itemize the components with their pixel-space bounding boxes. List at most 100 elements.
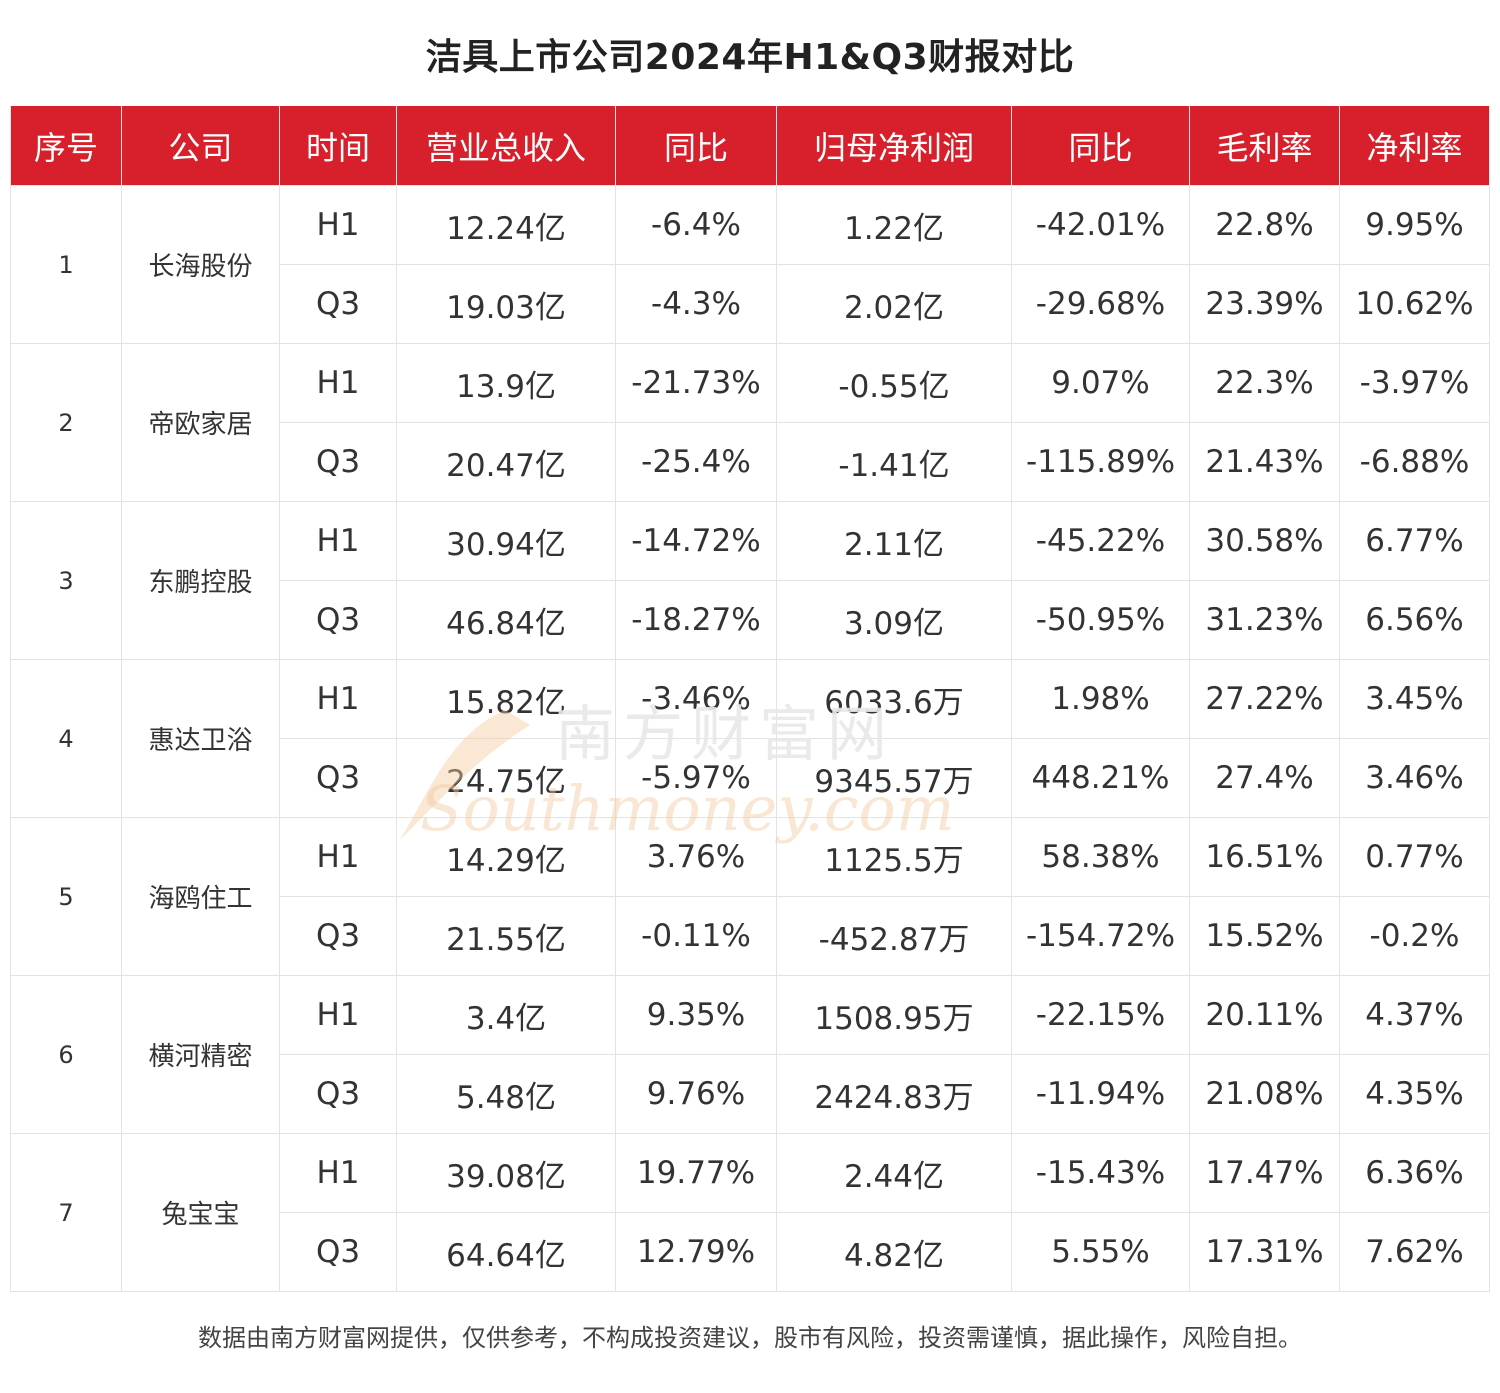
cell-revenue-yoy: -21.73% — [615, 343, 777, 423]
cell-company: 东鹏控股 — [121, 501, 280, 660]
header-gross-margin: 毛利率 — [1189, 106, 1340, 186]
cell-net-margin: 4.37% — [1339, 975, 1490, 1055]
cell-net-margin: 3.45% — [1339, 659, 1490, 739]
cell-profit-yoy: 58.38% — [1011, 817, 1190, 897]
cell-net-profit: 6033.6万 — [776, 659, 1012, 739]
cell-net-profit: 4.82亿 — [776, 1212, 1012, 1292]
table-row: 2 帝欧家居 H1 13.9亿 -21.73% -0.55亿 9.07% 22.3% -3.97… — [10, 343, 1490, 502]
cell-revenue: 14.29亿 — [396, 817, 616, 897]
table-row: 3 东鹏控股 H1 30.94亿 -14.72% 2.11亿 -45.22% 30.58% 6.… — [10, 501, 1490, 660]
header-seq: 序号 — [10, 106, 122, 186]
cell-net-profit: -1.41亿 — [776, 422, 1012, 502]
table-row: 5 海鸥住工 H1 14.29亿 3.76% 1125.5万 58.38% 16.51% 0.7… — [10, 817, 1490, 976]
table-row: 7 兔宝宝 H1 39.08亿 19.77% 2.44亿 -15.43% 17.47% 6.36… — [10, 1133, 1490, 1292]
cell-net-margin: 0.77% — [1339, 817, 1490, 897]
cell-profit-yoy: 5.55% — [1011, 1212, 1190, 1292]
cell-net-profit: 1125.5万 — [776, 817, 1012, 897]
cell-period: H1 — [279, 975, 397, 1055]
header-revenue-yoy: 同比 — [615, 106, 777, 186]
cell-period: Q3 — [279, 738, 397, 818]
cell-gross-margin: 22.8% — [1189, 185, 1340, 265]
cell-revenue-yoy: 3.76% — [615, 817, 777, 897]
cell-company: 长海股份 — [121, 185, 280, 344]
financial-comparison-table: 序号 公司 时间 营业总收入 同比 归母净利润 同比 毛利率 净利率 1 长海股份… — [10, 106, 1490, 1292]
cell-revenue-yoy: 9.35% — [615, 975, 777, 1055]
cell-gross-margin: 22.3% — [1189, 343, 1340, 423]
cell-period: Q3 — [279, 580, 397, 660]
header-company: 公司 — [121, 106, 280, 186]
cell-revenue: 19.03亿 — [396, 264, 616, 344]
cell-revenue: 12.24亿 — [396, 185, 616, 265]
cell-period: H1 — [279, 343, 397, 423]
cell-net-profit: -452.87万 — [776, 896, 1012, 976]
cell-revenue: 39.08亿 — [396, 1133, 616, 1213]
cell-period: H1 — [279, 185, 397, 265]
cell-net-margin: 4.35% — [1339, 1054, 1490, 1134]
cell-gross-margin: 17.47% — [1189, 1133, 1340, 1213]
cell-net-margin: 6.36% — [1339, 1133, 1490, 1213]
cell-gross-margin: 16.51% — [1189, 817, 1340, 897]
cell-revenue: 64.64亿 — [396, 1212, 616, 1292]
cell-gross-margin: 23.39% — [1189, 264, 1340, 344]
cell-net-profit: 9345.57万 — [776, 738, 1012, 818]
table-row: Q3 24.75亿 -5.97% 9345.57万 448.21% 27.4% 3.46% — [11, 738, 1490, 818]
cell-period: Q3 — [279, 1212, 397, 1292]
cell-profit-yoy: 448.21% — [1011, 738, 1190, 818]
cell-revenue: 21.55亿 — [396, 896, 616, 976]
cell-revenue-yoy: 19.77% — [615, 1133, 777, 1213]
cell-company: 帝欧家居 — [121, 343, 280, 502]
cell-company: 惠达卫浴 — [121, 659, 280, 818]
cell-net-margin: -6.88% — [1339, 422, 1490, 502]
table-row: Q3 46.84亿 -18.27% 3.09亿 -50.95% 31.23% 6.56% — [11, 580, 1490, 660]
cell-revenue-yoy: -14.72% — [615, 501, 777, 581]
table-header-row: 序号 公司 时间 营业总收入 同比 归母净利润 同比 毛利率 净利率 — [10, 106, 1490, 186]
cell-revenue-yoy: 9.76% — [615, 1054, 777, 1134]
cell-net-profit: 2424.83万 — [776, 1054, 1012, 1134]
cell-net-profit: -0.55亿 — [776, 343, 1012, 423]
page-title: 洁具上市公司2024年H1&Q3财报对比 — [425, 37, 1075, 78]
cell-net-profit: 2.11亿 — [776, 501, 1012, 581]
header-revenue: 营业总收入 — [396, 106, 616, 186]
cell-revenue: 13.9亿 — [396, 343, 616, 423]
table-row: Q3 64.64亿 12.79% 4.82亿 5.55% 17.31% 7.62% — [11, 1212, 1490, 1292]
cell-revenue-yoy: 12.79% — [615, 1212, 777, 1292]
table-row: Q3 21.55亿 -0.11% -452.87万 -154.72% 15.52% -0.2… — [11, 896, 1490, 976]
cell-period: H1 — [279, 659, 397, 739]
cell-profit-yoy: -22.15% — [1011, 975, 1190, 1055]
cell-period: Q3 — [279, 1054, 397, 1134]
cell-revenue-yoy: -25.4% — [615, 422, 777, 502]
cell-gross-margin: 21.43% — [1189, 422, 1340, 502]
cell-net-profit: 3.09亿 — [776, 580, 1012, 660]
cell-net-profit: 1508.95万 — [776, 975, 1012, 1055]
cell-revenue-yoy: -6.4% — [615, 185, 777, 265]
cell-revenue: 30.94亿 — [396, 501, 616, 581]
cell-profit-yoy: -115.89% — [1011, 422, 1190, 502]
cell-seq: 1 — [10, 185, 122, 344]
cell-gross-margin: 17.31% — [1189, 1212, 1340, 1292]
cell-revenue: 5.48亿 — [396, 1054, 616, 1134]
cell-net-margin: 3.46% — [1339, 738, 1490, 818]
cell-revenue: 24.75亿 — [396, 738, 616, 818]
cell-gross-margin: 31.23% — [1189, 580, 1340, 660]
cell-revenue: 3.4亿 — [396, 975, 616, 1055]
cell-period: H1 — [279, 1133, 397, 1213]
cell-gross-margin: 21.08% — [1189, 1054, 1340, 1134]
cell-profit-yoy: -154.72% — [1011, 896, 1190, 976]
cell-revenue-yoy: -18.27% — [615, 580, 777, 660]
cell-seq: 3 — [10, 501, 122, 660]
cell-profit-yoy: -29.68% — [1011, 264, 1190, 344]
table-body: 1 长海股份 H1 12.24亿 -6.4% 1.22亿 -42.01% 22.8% 9.95%… — [10, 185, 1490, 1292]
cell-period: H1 — [279, 501, 397, 581]
cell-net-margin: -0.2% — [1339, 896, 1490, 976]
cell-profit-yoy: -45.22% — [1011, 501, 1190, 581]
header-net-margin: 净利率 — [1339, 106, 1490, 186]
table-row: 4 惠达卫浴 H1 15.82亿 -3.46% 6033.6万 1.98% 27.22% 3.4… — [10, 659, 1490, 818]
cell-gross-margin: 15.52% — [1189, 896, 1340, 976]
cell-revenue-yoy: -4.3% — [615, 264, 777, 344]
table-row: 1 长海股份 H1 12.24亿 -6.4% 1.22亿 -42.01% 22.8% 9.95% — [10, 185, 1490, 344]
cell-profit-yoy: 1.98% — [1011, 659, 1190, 739]
cell-profit-yoy: 9.07% — [1011, 343, 1190, 423]
cell-net-profit: 2.44亿 — [776, 1133, 1012, 1213]
cell-period: Q3 — [279, 896, 397, 976]
cell-net-margin: -3.97% — [1339, 343, 1490, 423]
